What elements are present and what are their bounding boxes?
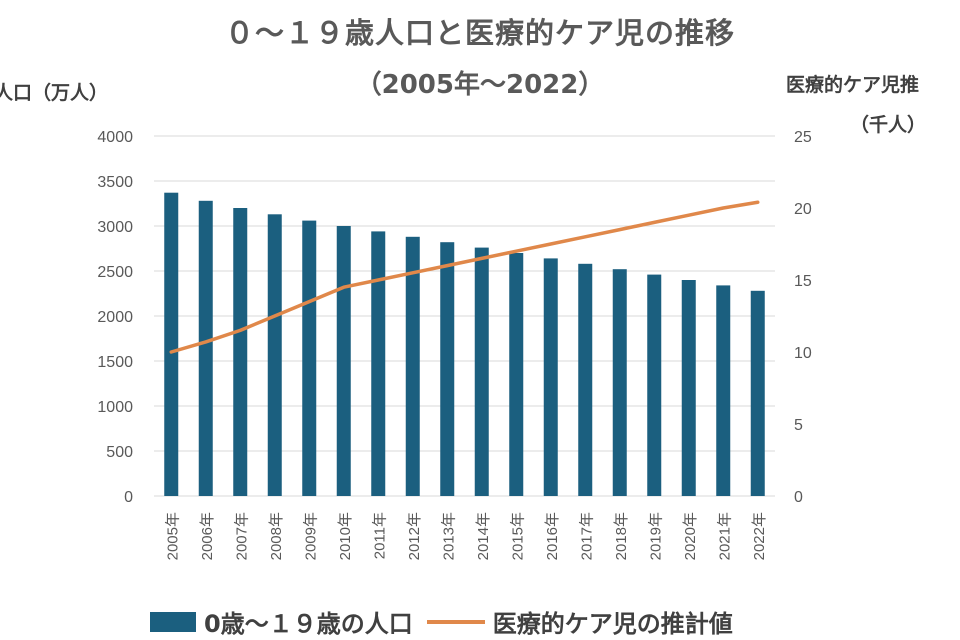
right-axis-title: 医療的ケア児推 [786,74,920,96]
bar [440,242,455,496]
x-tick-label: 2011年 [371,512,388,559]
left-tick-label: 500 [106,444,133,461]
x-tick-label: 2016年 [544,512,561,560]
bar [578,263,593,496]
x-tick-label: 2017年 [578,512,595,560]
left-tick-label: 4000 [97,129,133,146]
right-axis-ticks: 0 5 10 15 20 25 [794,129,812,506]
bar [164,192,179,496]
left-tick-label: 1500 [97,354,133,371]
bar [302,220,317,496]
legend: 0歳～１９歳の人口 医療的ケア児の推計値 [150,604,733,639]
gridlines [154,135,775,497]
left-tick-label: 3000 [97,219,133,236]
x-tick-label: 2007年 [233,512,250,560]
x-tick-label: 2019年 [647,512,664,560]
bar [371,231,386,496]
left-tick-label: 1000 [97,399,133,416]
x-tick-label: 2015年 [509,512,526,560]
bar-series [164,192,765,497]
bar [543,258,558,496]
bar [336,226,351,496]
x-tick-label: 2022年 [751,512,768,560]
right-tick-label: 25 [794,129,812,146]
x-tick-label: 2012年 [406,512,423,560]
left-tick-label: 3500 [97,174,133,191]
chart-subtitle: （2005年～2022） [355,70,605,100]
bar [509,253,524,496]
bar [716,285,731,496]
legend-bar-swatch [150,611,196,632]
legend-bar-label: 0歳～１９歳の人口 [204,610,413,638]
chart-title: ０～１９歳人口と医療的ケア児の推移 [224,16,735,50]
right-tick-label: 5 [794,417,803,434]
bar [681,280,696,496]
legend-line-swatch [426,619,485,624]
bar [233,208,248,496]
left-axis-title: 人口（万人） [0,82,109,104]
x-tick-label: 2005年 [164,512,181,560]
right-tick-label: 15 [794,273,812,290]
right-axis-unit: （千人） [850,114,927,136]
bar [267,214,282,497]
bar [612,269,627,496]
x-axis-labels: 2005年 2006年 2007年 2008年 2009年 2010年 2011年 2012年… [164,512,768,560]
bar [474,247,489,496]
x-tick-label: 2010年 [337,512,354,560]
bar [647,274,662,496]
left-axis-ticks: 0 500 1000 1500 2000 2500 3000 3500 4000 [97,129,133,506]
x-tick-label: 2014年 [475,512,492,560]
bar [405,236,420,497]
left-tick-label: 0 [124,489,133,506]
x-tick-label: 2006年 [199,512,216,560]
x-tick-label: 2013年 [440,512,457,560]
x-tick-label: 2018年 [613,512,630,560]
right-tick-label: 10 [794,345,812,362]
legend-line-label: 医療的ケア児の推計値 [492,610,733,638]
left-tick-label: 2500 [97,264,133,281]
x-tick-label: 2021年 [716,512,733,560]
x-tick-label: 2020年 [682,512,699,560]
line-path [169,200,760,354]
right-tick-label: 20 [794,201,812,218]
x-tick-label: 2009年 [302,512,319,560]
bar [750,290,765,496]
x-tick-label: 2008年 [268,512,285,560]
bar [198,200,213,497]
right-tick-label: 0 [794,489,803,506]
line-series [169,200,760,354]
left-tick-label: 2000 [97,309,133,326]
